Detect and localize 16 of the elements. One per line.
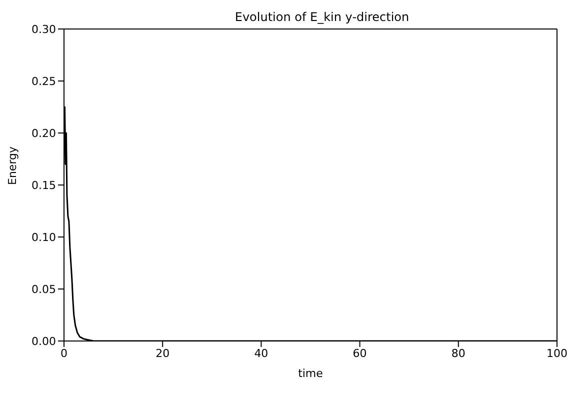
x-axis-title: time [298, 367, 324, 380]
y-tick-label: 0.15 [32, 178, 56, 192]
chart-title: Evolution of E_kin y-direction [234, 10, 410, 24]
y-tick-label: 0.10 [32, 230, 56, 244]
x-tick-label: 60 [352, 346, 367, 360]
x-tick-label: 80 [451, 346, 466, 360]
x-tick-label: 100 [546, 346, 568, 360]
x-tick-label: 0 [60, 346, 68, 360]
y-tick-label: 0.25 [32, 74, 56, 88]
y-tick-label: 0.20 [32, 126, 56, 140]
x-tick-label: 20 [156, 346, 170, 360]
y-tick-label: 0.05 [32, 282, 56, 296]
y-tick-label: 0.00 [32, 334, 56, 348]
y-axis-title: Energy [6, 146, 19, 185]
y-tick-label: 0.30 [32, 22, 56, 36]
x-tick-label: 40 [254, 346, 268, 360]
